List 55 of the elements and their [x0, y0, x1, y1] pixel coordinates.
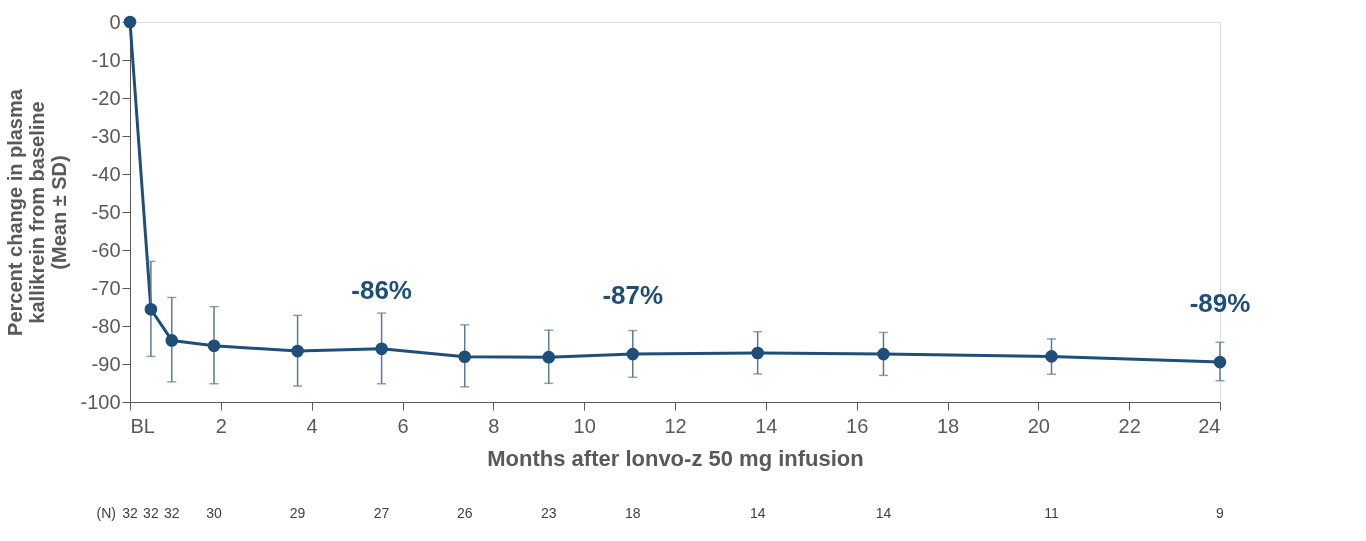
y-tick-label: -60 — [91, 238, 121, 261]
text: 27 — [373, 505, 390, 521]
x-tick-label: 18 — [936, 414, 960, 437]
x-tick-label: 22 — [1118, 414, 1141, 437]
y-tick-label: -20 — [91, 86, 121, 109]
x-tick-label: 24 — [1198, 414, 1221, 437]
text: 32 — [122, 505, 138, 521]
text: 32 — [143, 505, 159, 521]
text: 26 — [456, 505, 473, 521]
point — [375, 342, 388, 356]
text: (N) — [96, 505, 116, 521]
point — [165, 334, 179, 347]
x-tick-label: 4 — [306, 414, 318, 437]
y-tick-label: -80 — [91, 314, 121, 337]
text: 14 — [749, 505, 766, 521]
x-tick-label: 20 — [1027, 414, 1050, 437]
point — [1045, 350, 1058, 363]
x-axis-title: Months after lonvo-z 50 mg infusion — [487, 445, 864, 471]
point — [144, 302, 158, 316]
point — [1213, 355, 1227, 369]
point — [751, 346, 764, 360]
y-tick-label: -100 — [80, 390, 121, 413]
data-label: -86% — [351, 274, 412, 305]
y-tick-label: -90 — [91, 352, 121, 375]
point — [207, 339, 221, 353]
text: 32 — [163, 505, 180, 521]
text: 14 — [875, 505, 892, 521]
y-tick-label: 0 — [109, 10, 121, 33]
y-tick-label: -50 — [91, 200, 121, 223]
y-tick-label: -30 — [91, 124, 121, 147]
y-tick-label: -70 — [91, 276, 121, 299]
x-tick-label: 16 — [846, 414, 869, 437]
text: 11 — [1044, 505, 1059, 521]
text: 18 — [624, 505, 641, 521]
y-tick-label: -40 — [91, 162, 121, 185]
text: 9 — [1216, 505, 1225, 521]
y-axis-title: Percent change in plasma kallikrein from baseline (Mean ± SD) — [4, 88, 71, 336]
point — [542, 350, 556, 364]
x-tick-label: 8 — [488, 414, 500, 437]
text: 30 — [206, 505, 223, 521]
x-tick-label: BL — [130, 414, 155, 437]
text: 23 — [540, 505, 557, 521]
x-tick-label: 10 — [573, 414, 596, 437]
point — [877, 347, 890, 361]
point — [626, 347, 640, 361]
x-tick-label: 6 — [397, 414, 409, 437]
text: 29 — [289, 505, 306, 521]
x-tick-label: 14 — [755, 414, 778, 437]
x-tick-label: 2 — [215, 414, 227, 437]
x-tick-label: 12 — [664, 414, 687, 437]
point — [291, 344, 304, 358]
data-label: -89% — [1189, 288, 1251, 319]
data-label: -87% — [602, 280, 664, 311]
y-tick-label: -10 — [91, 48, 121, 71]
point — [458, 350, 472, 364]
